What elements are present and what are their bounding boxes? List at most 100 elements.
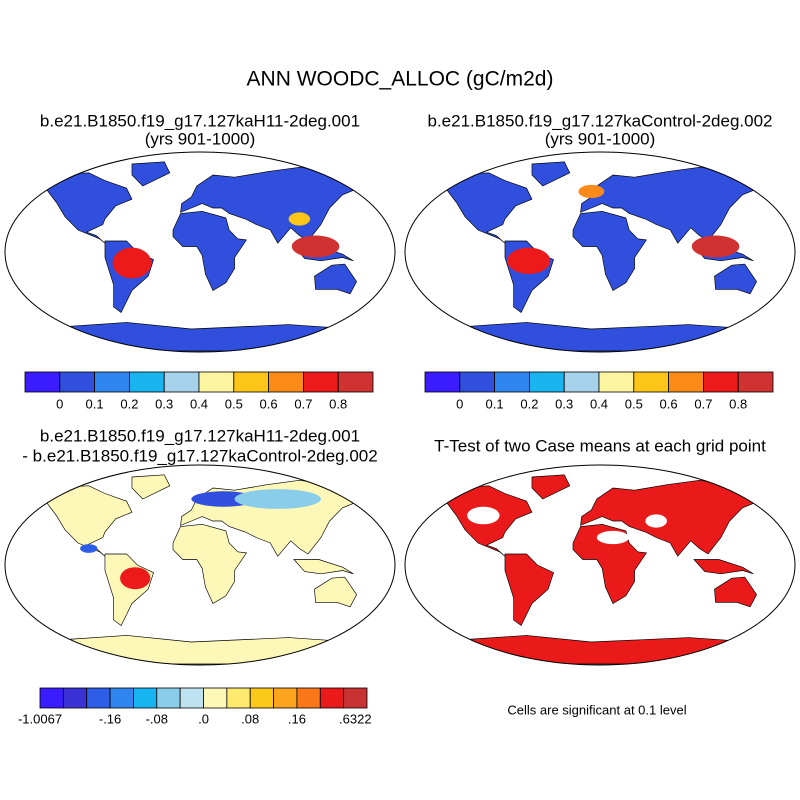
colorbar-box — [62, 687, 88, 709]
colorbar-label: .16 — [288, 711, 306, 726]
colorbar-box — [203, 687, 228, 709]
region — [467, 506, 500, 525]
land-layer — [405, 474, 787, 665]
colorbar-box — [459, 371, 495, 393]
region — [112, 247, 152, 279]
panel-title: b.e21.B1850.f19_g17.127kaH11-2deg.001 — [40, 426, 360, 445]
colorbar-box — [302, 371, 339, 393]
colorbar-box — [296, 687, 321, 709]
colorbar-label: 0.3 — [555, 396, 573, 411]
colorbar-box — [494, 371, 530, 393]
colorbar-box — [249, 687, 274, 709]
region — [288, 212, 311, 226]
colorbar-label: 0.6 — [260, 396, 278, 411]
colorbar-label: 0.5 — [625, 396, 643, 411]
colorbar-box — [39, 687, 64, 709]
map-border — [4, 464, 396, 666]
colorbar-box — [343, 687, 368, 709]
map-clip — [405, 161, 787, 352]
colorbar-label: 0.2 — [120, 396, 138, 411]
land — [405, 474, 787, 665]
colorbar-box — [337, 371, 374, 393]
main-title: ANN WOODC_ALLOC (gC/m2d) — [247, 68, 554, 91]
region — [234, 489, 321, 509]
region — [691, 235, 740, 258]
colorbar-label: 0.8 — [329, 396, 347, 411]
colorbar-box — [179, 687, 204, 709]
map — [404, 151, 796, 353]
colorbar-label: -.08 — [146, 711, 168, 726]
colorbar-box — [226, 687, 251, 709]
colorbar-label: .0 — [198, 711, 209, 726]
map-clip — [5, 161, 387, 352]
land-layer — [405, 161, 787, 352]
panel-title: b.e21.B1850.f19_g17.127kaH11-2deg.001 — [40, 111, 360, 130]
panel-title: b.e21.B1850.f19_g17.127kaControl-2deg.00… — [427, 111, 772, 130]
region — [596, 530, 630, 545]
colorbar-label: 0 — [56, 396, 63, 411]
colorbar-box — [156, 687, 181, 709]
panel-title: (yrs 901-1000) — [545, 129, 656, 148]
colorbar-label: 0.1 — [486, 396, 504, 411]
colorbar-box — [268, 371, 304, 393]
land-layer — [5, 161, 387, 352]
colorbar-label: 0.8 — [729, 396, 747, 411]
map-border — [404, 151, 796, 353]
colorbar-label: 0.1 — [86, 396, 104, 411]
colorbar-label: 0.4 — [590, 396, 608, 411]
panel-title: (yrs 901-1000) — [145, 129, 256, 148]
panel-title: - b.e21.B1850.f19_g17.127kaControl-2deg.… — [22, 446, 377, 465]
map — [404, 464, 796, 666]
panel-title: T-Test of two Case means at each grid po… — [434, 436, 766, 455]
colorbar-box — [633, 371, 669, 393]
map-border — [4, 151, 396, 353]
colorbar-box — [198, 371, 235, 393]
colorbar-box — [94, 371, 130, 393]
map-clip — [405, 474, 787, 665]
colorbar-label: 0.6 — [660, 396, 678, 411]
land — [5, 161, 387, 352]
colorbar-label: .08 — [241, 711, 259, 726]
land — [5, 474, 387, 665]
region — [578, 184, 605, 199]
map — [4, 464, 396, 666]
colorbar-label: 0 — [456, 396, 463, 411]
colorbar-label: 0.5 — [225, 396, 243, 411]
colorbar-label: 0.3 — [155, 396, 173, 411]
colorbar-box — [59, 371, 95, 393]
region — [291, 235, 340, 258]
colorbar-label: 0.7 — [694, 396, 712, 411]
colorbar-box — [529, 371, 565, 393]
colorbar-box — [424, 371, 461, 393]
colorbar-box — [703, 371, 739, 393]
colorbar-box — [233, 371, 270, 393]
region — [507, 247, 551, 274]
colorbar-label: 0.7 — [294, 396, 312, 411]
map-border — [404, 464, 796, 666]
colorbar-box — [109, 687, 134, 709]
colorbar-label: -.16 — [99, 711, 121, 726]
region — [120, 567, 151, 590]
land-layer — [5, 474, 387, 665]
colorbar-box — [737, 371, 774, 393]
map — [4, 151, 396, 353]
colorbar-box — [163, 371, 200, 393]
region — [645, 514, 667, 528]
colorbar-label: 0.4 — [190, 396, 208, 411]
colorbar-label: 0.2 — [520, 396, 538, 411]
colorbar-label: .6322 — [339, 711, 372, 726]
colorbar-label: -1.0067 — [18, 711, 62, 726]
colorbar-box — [668, 371, 704, 393]
colorbar-box — [86, 687, 111, 709]
colorbar-box — [563, 371, 600, 393]
colorbar-box — [133, 687, 158, 709]
colorbar-box — [319, 687, 345, 709]
colorbar-box — [598, 371, 635, 393]
colorbar-box — [128, 371, 165, 393]
colorbar-box — [273, 687, 298, 709]
significance-note: Cells are significant at 0.1 level — [507, 702, 686, 717]
region — [80, 544, 98, 553]
colorbar-box — [24, 371, 61, 393]
map-clip — [5, 474, 387, 665]
